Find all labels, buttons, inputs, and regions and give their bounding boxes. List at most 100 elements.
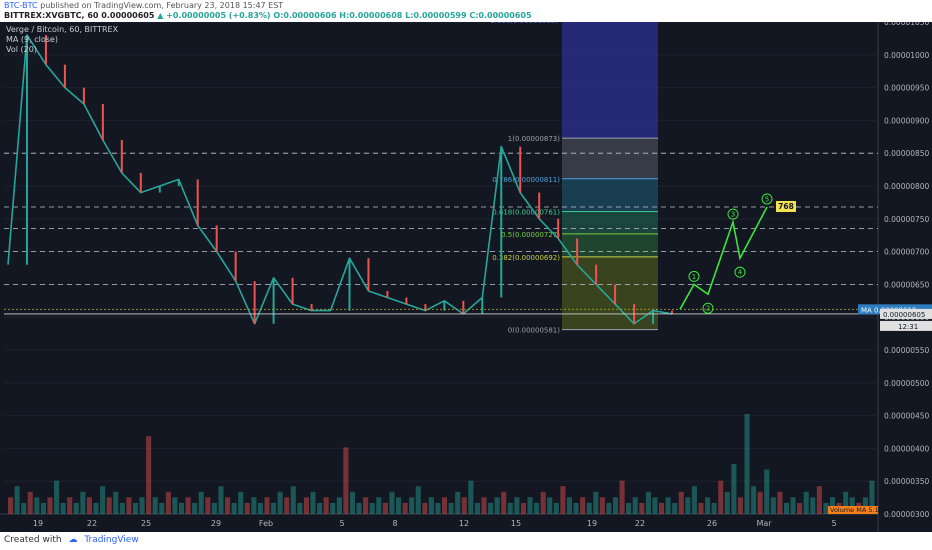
volume-bar	[448, 502, 454, 514]
publisher-symbol[interactable]: BTC-BTC	[4, 1, 38, 10]
volume-bar	[382, 502, 388, 514]
x-tick-label: Feb	[259, 519, 273, 528]
volume-bar	[330, 502, 336, 514]
wave-label: 5	[765, 195, 769, 203]
volume-bar	[284, 497, 290, 514]
volume-bar	[435, 502, 441, 514]
vol-legend[interactable]: Vol (20)	[6, 45, 37, 54]
volume-bar	[310, 491, 316, 514]
volume-bar	[685, 497, 691, 514]
volume-bar	[540, 491, 546, 514]
wave-projection-line	[679, 206, 768, 310]
y-tick-label: 0.00001050	[884, 22, 930, 27]
volume-bar	[645, 491, 651, 514]
volume-bar	[54, 480, 60, 514]
volume-bar	[718, 480, 724, 514]
volume-bar	[132, 502, 139, 514]
volume-bar	[159, 502, 165, 514]
volume-bar	[810, 497, 816, 514]
volume-bar	[395, 497, 402, 514]
volume-bar	[547, 497, 553, 514]
fib-zone-extension	[562, 22, 658, 139]
x-tick-label: 8	[392, 519, 397, 528]
volume-bar	[560, 486, 566, 514]
volume-bar	[612, 497, 619, 514]
volume-bar	[843, 491, 849, 514]
volume-bar	[244, 502, 250, 514]
publish-info: BTC-BTC published on TradingView.com, Fe…	[4, 1, 283, 10]
publish-text: published on TradingView.com, February 2…	[40, 1, 284, 10]
volume-bar	[402, 502, 408, 514]
y-tick-label: 0.00000650	[884, 280, 930, 289]
volume-bar	[100, 486, 106, 514]
volume-bar	[770, 497, 776, 514]
volume-ma-label: Volume MA 5.104M	[830, 506, 893, 514]
volume-bar	[34, 497, 40, 514]
volume-bar	[474, 502, 480, 514]
volume-bar	[751, 486, 757, 514]
ma-legend[interactable]: MA (9, close)	[6, 35, 58, 44]
volume-bar	[14, 486, 20, 514]
fib-level-label: 0(0.00000581)	[508, 327, 560, 335]
chart-title-legend: Verge / Bitcoin, 60, BITTREX	[6, 25, 119, 34]
volume-bar	[185, 497, 191, 514]
fib-level-label: 1(0.00000873)	[508, 135, 560, 143]
ticker-info: BITTREX:XVGBTC, 60 0.00000605 ▲ +0.00000…	[4, 11, 532, 20]
volume-bar	[757, 491, 763, 514]
volume-bar	[534, 502, 540, 514]
volume-bar	[428, 497, 434, 514]
volume-bar	[823, 502, 829, 514]
volume-bar	[593, 491, 599, 514]
volume-bar	[599, 497, 605, 514]
volume-bar	[652, 497, 658, 514]
tradingview-logo-icon: ☁	[68, 535, 78, 545]
price-chart[interactable]: 0.00001050 0.00001000 0.00000950 0.00000900…	[0, 22, 932, 532]
wave-label-circle	[761, 193, 773, 205]
volume-bar	[639, 502, 645, 514]
chart-area[interactable]: 0.00001050 0.00001000 0.00000950 0.00000900…	[0, 22, 932, 532]
volume-bar	[731, 464, 737, 514]
volume-bar	[343, 447, 349, 514]
volume-bar	[152, 497, 158, 514]
volume-bar	[106, 497, 112, 514]
wave-label: 4	[738, 269, 743, 277]
x-tick-label: 22	[87, 519, 97, 528]
volume-bar	[672, 502, 678, 514]
volume-bar	[126, 497, 132, 514]
volume-bar	[705, 497, 711, 514]
volume-bar	[238, 491, 244, 514]
last-price-label: 0.00000605	[883, 311, 925, 319]
volume-bar	[488, 502, 494, 514]
x-tick-label: 19	[33, 519, 43, 528]
volume-bar	[336, 497, 342, 514]
volume-bar	[303, 497, 309, 514]
wave-label-circle	[688, 270, 700, 282]
volume-bar	[626, 502, 632, 514]
volume-bar	[40, 502, 46, 514]
volume-bar	[264, 497, 270, 514]
volume-bar	[507, 502, 513, 514]
wave-label: 1	[692, 273, 696, 281]
fib-level-label: 0.5(0.00000727)	[501, 231, 560, 239]
volume-bar	[777, 491, 783, 514]
y-tick-label: 0.00000450	[884, 412, 930, 421]
volume-bar	[67, 497, 73, 514]
volume-bar	[501, 491, 507, 514]
wave-label-circle	[734, 266, 746, 278]
volume-bar	[192, 502, 198, 514]
volume-bar	[849, 497, 855, 514]
volume-bar	[468, 480, 474, 514]
volume-bar	[47, 497, 53, 514]
volume-bar	[566, 497, 573, 514]
volume-bar	[389, 491, 395, 514]
volume-bar	[527, 497, 533, 514]
volume-bar	[514, 497, 520, 514]
fib-zone	[562, 233, 658, 257]
price-axis-bg	[878, 22, 932, 532]
volume-bar	[803, 491, 809, 514]
created-with[interactable]: Created with ☁ TradingView	[4, 535, 139, 545]
fib-zone	[562, 211, 658, 234]
volume-bar	[80, 491, 86, 514]
countdown-tag	[880, 320, 932, 331]
volume-bar	[277, 491, 283, 514]
